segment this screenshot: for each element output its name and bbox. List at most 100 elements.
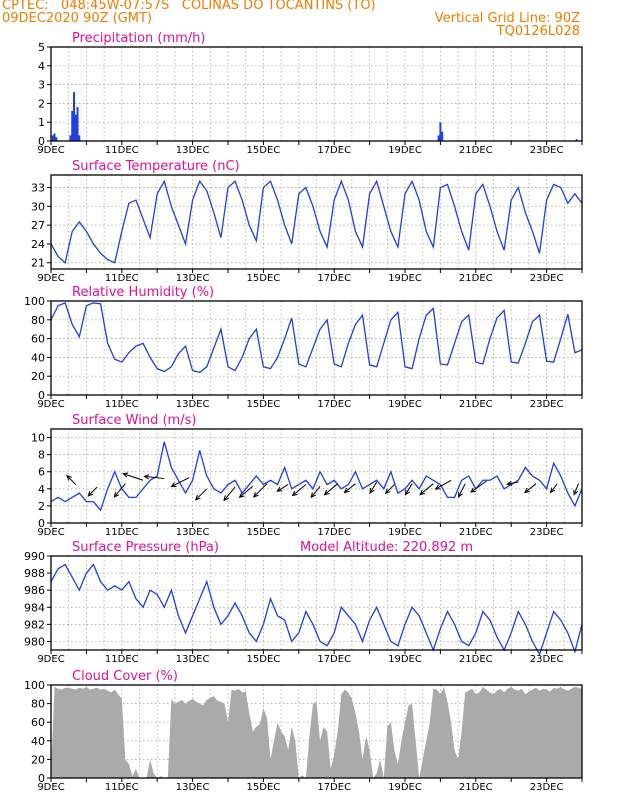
y-tick-label-temp: 33 [31,182,45,195]
x-tick-label-rh: 21DEC [459,399,493,410]
series-line-pressure [50,563,583,656]
y-tick-label-rh: 40 [31,351,45,364]
y-tick-label-precip: 4 [38,60,45,73]
x-tick-label-precip: 15DEC [247,145,281,156]
y-tick-label-cloud: 60 [31,716,45,729]
cloud-area [51,686,582,778]
wind-arrow-head [291,490,298,497]
wind-arrow [419,483,434,496]
y-tick-label-cloud: 0 [38,772,45,785]
y-tick-label-wind: 10 [31,432,45,445]
x-tick-label-pressure: 19DEC [388,654,422,665]
x-tick-label-temp: 13DEC [176,273,210,284]
x-tick-label-pressure: 17DEC [317,654,351,665]
wind-arrow-head [434,484,441,490]
precip-bar [575,139,578,141]
wind-arrow [458,483,466,498]
x-tick-label-temp: 17DEC [317,273,351,284]
series-line-wind [50,441,583,512]
panel-wind [47,428,583,527]
x-tick-label-pressure: 15DEC [247,654,281,665]
x-tick-label-cloud: 15DEC [247,782,281,793]
precip-bar [51,135,54,141]
x-tick-label-precip: 17DEC [317,145,351,156]
wind-arrow-head [143,474,150,480]
x-tick-label-temp: 21DEC [459,273,493,284]
wind-arrow-head [470,487,477,493]
precip-bar [437,135,440,141]
panel-pressure [47,555,583,656]
wind-arrow [507,481,519,485]
wind-arrow [144,475,165,480]
y-tick-label-temp: 27 [31,219,45,232]
y-tick-label-rh: 100 [24,295,45,308]
x-tick-label-rh: 15DEC [247,399,281,410]
y-tick-label-wind: 8 [38,449,45,462]
x-tick-label-wind: 23DEC [530,527,564,538]
precip-bar [55,137,58,141]
wind-arrow [369,481,378,494]
y-tick-label-pressure: 986 [24,584,45,597]
y-tick-label-pressure: 984 [24,601,45,614]
wind-arrow [385,484,395,494]
precip-bar [76,107,79,141]
wind-arrow-head [384,488,391,495]
y-tick-label-wind: 6 [38,466,45,479]
x-tick-label-precip: 19DEC [388,145,422,156]
y-tick-label-rh: 0 [38,389,45,402]
wind-arrow-head [573,489,579,496]
y-tick-label-pressure: 988 [24,567,45,580]
wind-arrow [435,479,452,490]
x-tick-label-rh: 23DEC [530,399,564,410]
panel-frame-temp [50,174,583,270]
x-tick-label-wind: 9DEC [37,527,64,538]
x-tick-label-precip: 21DEC [459,145,493,156]
precip-bar [439,122,442,141]
wind-arrow-head [549,487,556,494]
wind-arrow-head [122,472,129,478]
precip-bar [53,133,56,141]
wind-arrow [573,483,579,495]
x-tick-label-wind: 11DEC [105,527,139,538]
wind-arrow [223,486,236,501]
x-tick-label-pressure: 11DEC [105,654,139,665]
x-tick-label-pressure: 21DEC [459,654,493,665]
wind-arrow-head [170,482,177,488]
wind-arrow [195,488,208,501]
panel-rh [47,300,583,399]
x-tick-label-precip: 23DEC [530,145,564,156]
x-tick-label-cloud: 9DEC [37,782,64,793]
precip-bar [69,135,72,141]
wind-arrow [310,485,321,498]
y-tick-label-temp: 21 [31,257,45,270]
x-tick-label-temp: 15DEC [247,273,281,284]
wind-arrow [276,484,289,492]
x-tick-label-wind: 21DEC [459,527,493,538]
y-tick-label-precip: 1 [38,116,45,129]
y-tick-label-precip: 2 [38,97,45,110]
x-tick-label-cloud: 11DEC [105,782,139,793]
panel-frame-precip [50,46,583,142]
y-tick-label-rh: 80 [31,314,45,327]
x-tick-label-cloud: 21DEC [459,782,493,793]
x-tick-label-precip: 9DEC [37,145,64,156]
wind-arrow-head [194,494,201,501]
y-tick-label-temp: 30 [31,200,45,213]
x-tick-label-cloud: 23DEC [530,782,564,793]
wind-arrow [405,483,413,495]
wind-arrow-head [369,487,375,494]
header-grid-note: Vertical Grid Line: 90Z [434,11,580,26]
x-tick-label-temp: 19DEC [388,273,422,284]
wind-arrow [253,483,268,498]
x-tick-label-rh: 17DEC [317,399,351,410]
panel-precip [47,46,583,145]
x-tick-label-wind: 15DEC [247,527,281,538]
x-tick-label-cloud: 17DEC [317,782,351,793]
y-tick-label-cloud: 100 [24,679,45,692]
panel-frame-cloud [50,684,583,779]
wind-arrow-head [458,491,463,498]
wind-arrow-head [66,474,72,481]
wind-arrow [66,475,77,485]
panel-title-temp: Surface Temperature (nC) [72,159,240,174]
x-tick-label-cloud: 19DEC [388,782,422,793]
